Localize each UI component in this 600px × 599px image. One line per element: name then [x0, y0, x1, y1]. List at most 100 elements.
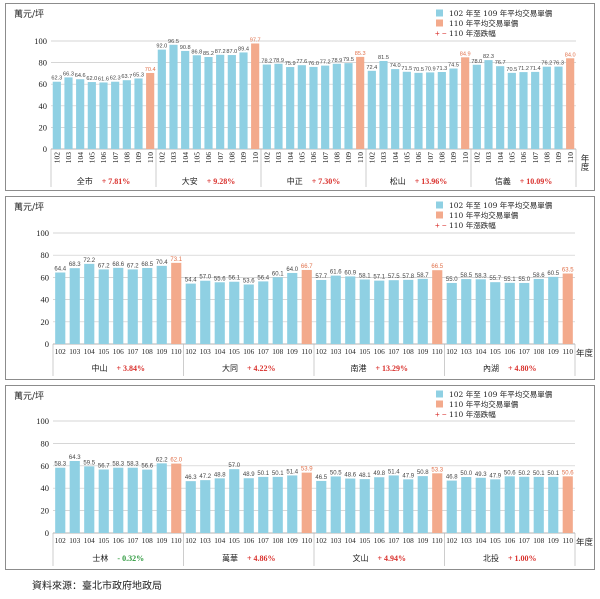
bar-0-0-107 — [111, 81, 120, 149]
bar-1-1-109 — [287, 272, 298, 344]
year-tick-label: 108 — [142, 536, 153, 545]
year-tick-label: 104 — [286, 152, 295, 164]
value-label: 60.9 — [344, 270, 356, 276]
year-tick-label: 104 — [84, 347, 95, 356]
bar-2-2-106 — [374, 477, 385, 533]
year-tick-label: 110 — [562, 347, 573, 356]
district-name: 士林 — [92, 553, 108, 563]
legend-swatch — [436, 201, 443, 209]
year-tick-label: 106 — [374, 347, 385, 356]
year-tick-label: 105 — [98, 347, 109, 356]
bar-1-2-103 — [330, 275, 341, 344]
value-label: 62.0 — [86, 76, 97, 82]
district-label: 全市 + 7.81% — [77, 176, 131, 186]
bar-0-0-105 — [87, 82, 96, 149]
year-tick-label: 103 — [274, 152, 283, 164]
bar-0-2-102 — [262, 64, 271, 149]
change-percent: + 4.22% — [247, 364, 276, 373]
value-label: 86.8 — [191, 49, 202, 55]
year-tick-label: 102 — [185, 536, 196, 545]
value-label: 64.3 — [69, 455, 81, 461]
y-tick-label: 100 — [36, 416, 49, 426]
bar-0-0-104 — [76, 79, 85, 149]
legend-swatch — [436, 19, 443, 27]
bar-0-0-102 — [52, 81, 61, 149]
bar-2-3-105 — [490, 479, 501, 533]
y-tick-label: 20 — [41, 317, 50, 327]
year-tick-label: 108 — [142, 347, 153, 356]
legend-label: 110 年平均交易單價 — [449, 210, 519, 220]
bar-0-0-110 — [146, 72, 155, 149]
y-tick-label: 40 — [41, 295, 50, 305]
year-tick-label: 105 — [490, 536, 501, 545]
value-label: 50.0 — [460, 471, 472, 477]
value-label: 63.7 — [121, 74, 132, 80]
year-tick-label: 102 — [55, 347, 66, 356]
year-tick-label: 109 — [239, 152, 248, 164]
bar-2-2-110 — [432, 473, 443, 533]
value-label: 46.3 — [185, 475, 197, 481]
bar-1-3-107 — [519, 282, 530, 344]
district-name: 萬華 — [222, 553, 238, 563]
bar-1-0-103 — [69, 268, 80, 344]
value-label: 53.6 — [243, 279, 255, 285]
bar-2-3-106 — [504, 476, 515, 533]
value-label: 47.9 — [402, 473, 414, 479]
y-tick-label: 0 — [43, 144, 47, 154]
district-name: 全市 — [77, 176, 93, 186]
bar-2-3-102 — [446, 480, 457, 533]
legend-label: 110 年平均交易單價 — [449, 18, 519, 28]
bar-0-2-104 — [286, 67, 295, 149]
district-name: 文山 — [352, 553, 368, 563]
year-tick-label: 102 — [316, 347, 327, 356]
value-label: 64.6 — [75, 73, 86, 79]
year-tick-label: 106 — [519, 152, 528, 164]
year-tick-label: 107 — [321, 152, 330, 164]
year-tick-label: 110 — [566, 152, 575, 163]
value-label: 55.1 — [504, 277, 516, 283]
value-label: 60.5 — [547, 271, 559, 277]
bar-0-1-103 — [169, 44, 178, 149]
bar-0-4-110 — [566, 58, 575, 149]
bar-2-3-107 — [519, 476, 530, 533]
value-label: 57.8 — [402, 274, 414, 280]
bar-0-2-103 — [274, 63, 283, 150]
district-label: 信義 + 10.09% — [495, 176, 553, 186]
value-label: 59.5 — [83, 460, 95, 466]
value-label: 67.2 — [98, 263, 110, 269]
year-tick-label: 108 — [272, 347, 283, 356]
year-tick-label: 103 — [461, 347, 472, 356]
legend-swatch — [436, 400, 443, 408]
bar-2-0-105 — [98, 469, 109, 533]
x-axis-label: 年度 — [576, 348, 594, 359]
value-label: 47.9 — [489, 473, 501, 479]
year-tick-label: 110 — [171, 347, 182, 356]
year-tick-label: 106 — [243, 347, 254, 356]
district-label: 士林 - 0.32% — [92, 553, 144, 563]
value-label: 76.3 — [553, 61, 564, 67]
year-tick-label: 105 — [98, 536, 109, 545]
value-label: 74.5 — [448, 63, 459, 69]
bar-1-2-104 — [345, 276, 356, 344]
year-tick-label: 109 — [156, 347, 167, 356]
year-tick-label: 108 — [542, 152, 551, 164]
year-tick-label: 106 — [309, 152, 318, 164]
year-tick-label: 104 — [391, 152, 400, 164]
value-label: 55.7 — [489, 276, 501, 282]
bar-2-1-105 — [229, 469, 240, 533]
chart-panel-east-districts: 萬元/坪 0 20 40 60 80 100 64.4 102 68.3 103 72.2 104 67.… — [5, 196, 595, 380]
value-label: 50.2 — [518, 471, 530, 477]
value-label: 53.9 — [301, 467, 313, 473]
value-label: 67.2 — [127, 263, 139, 269]
district-name: 信義 — [495, 176, 511, 186]
value-label: 57.5 — [388, 274, 400, 280]
year-tick-label: 107 — [127, 347, 138, 356]
value-label: 78.9 — [273, 58, 284, 64]
value-label: 65.3 — [133, 72, 144, 78]
year-tick-label: 102 — [262, 152, 271, 164]
year-tick-label: 109 — [344, 152, 353, 164]
value-label: 62.2 — [156, 457, 168, 463]
year-tick-label: 109 — [134, 152, 143, 164]
bar-1-1-106 — [243, 284, 254, 344]
